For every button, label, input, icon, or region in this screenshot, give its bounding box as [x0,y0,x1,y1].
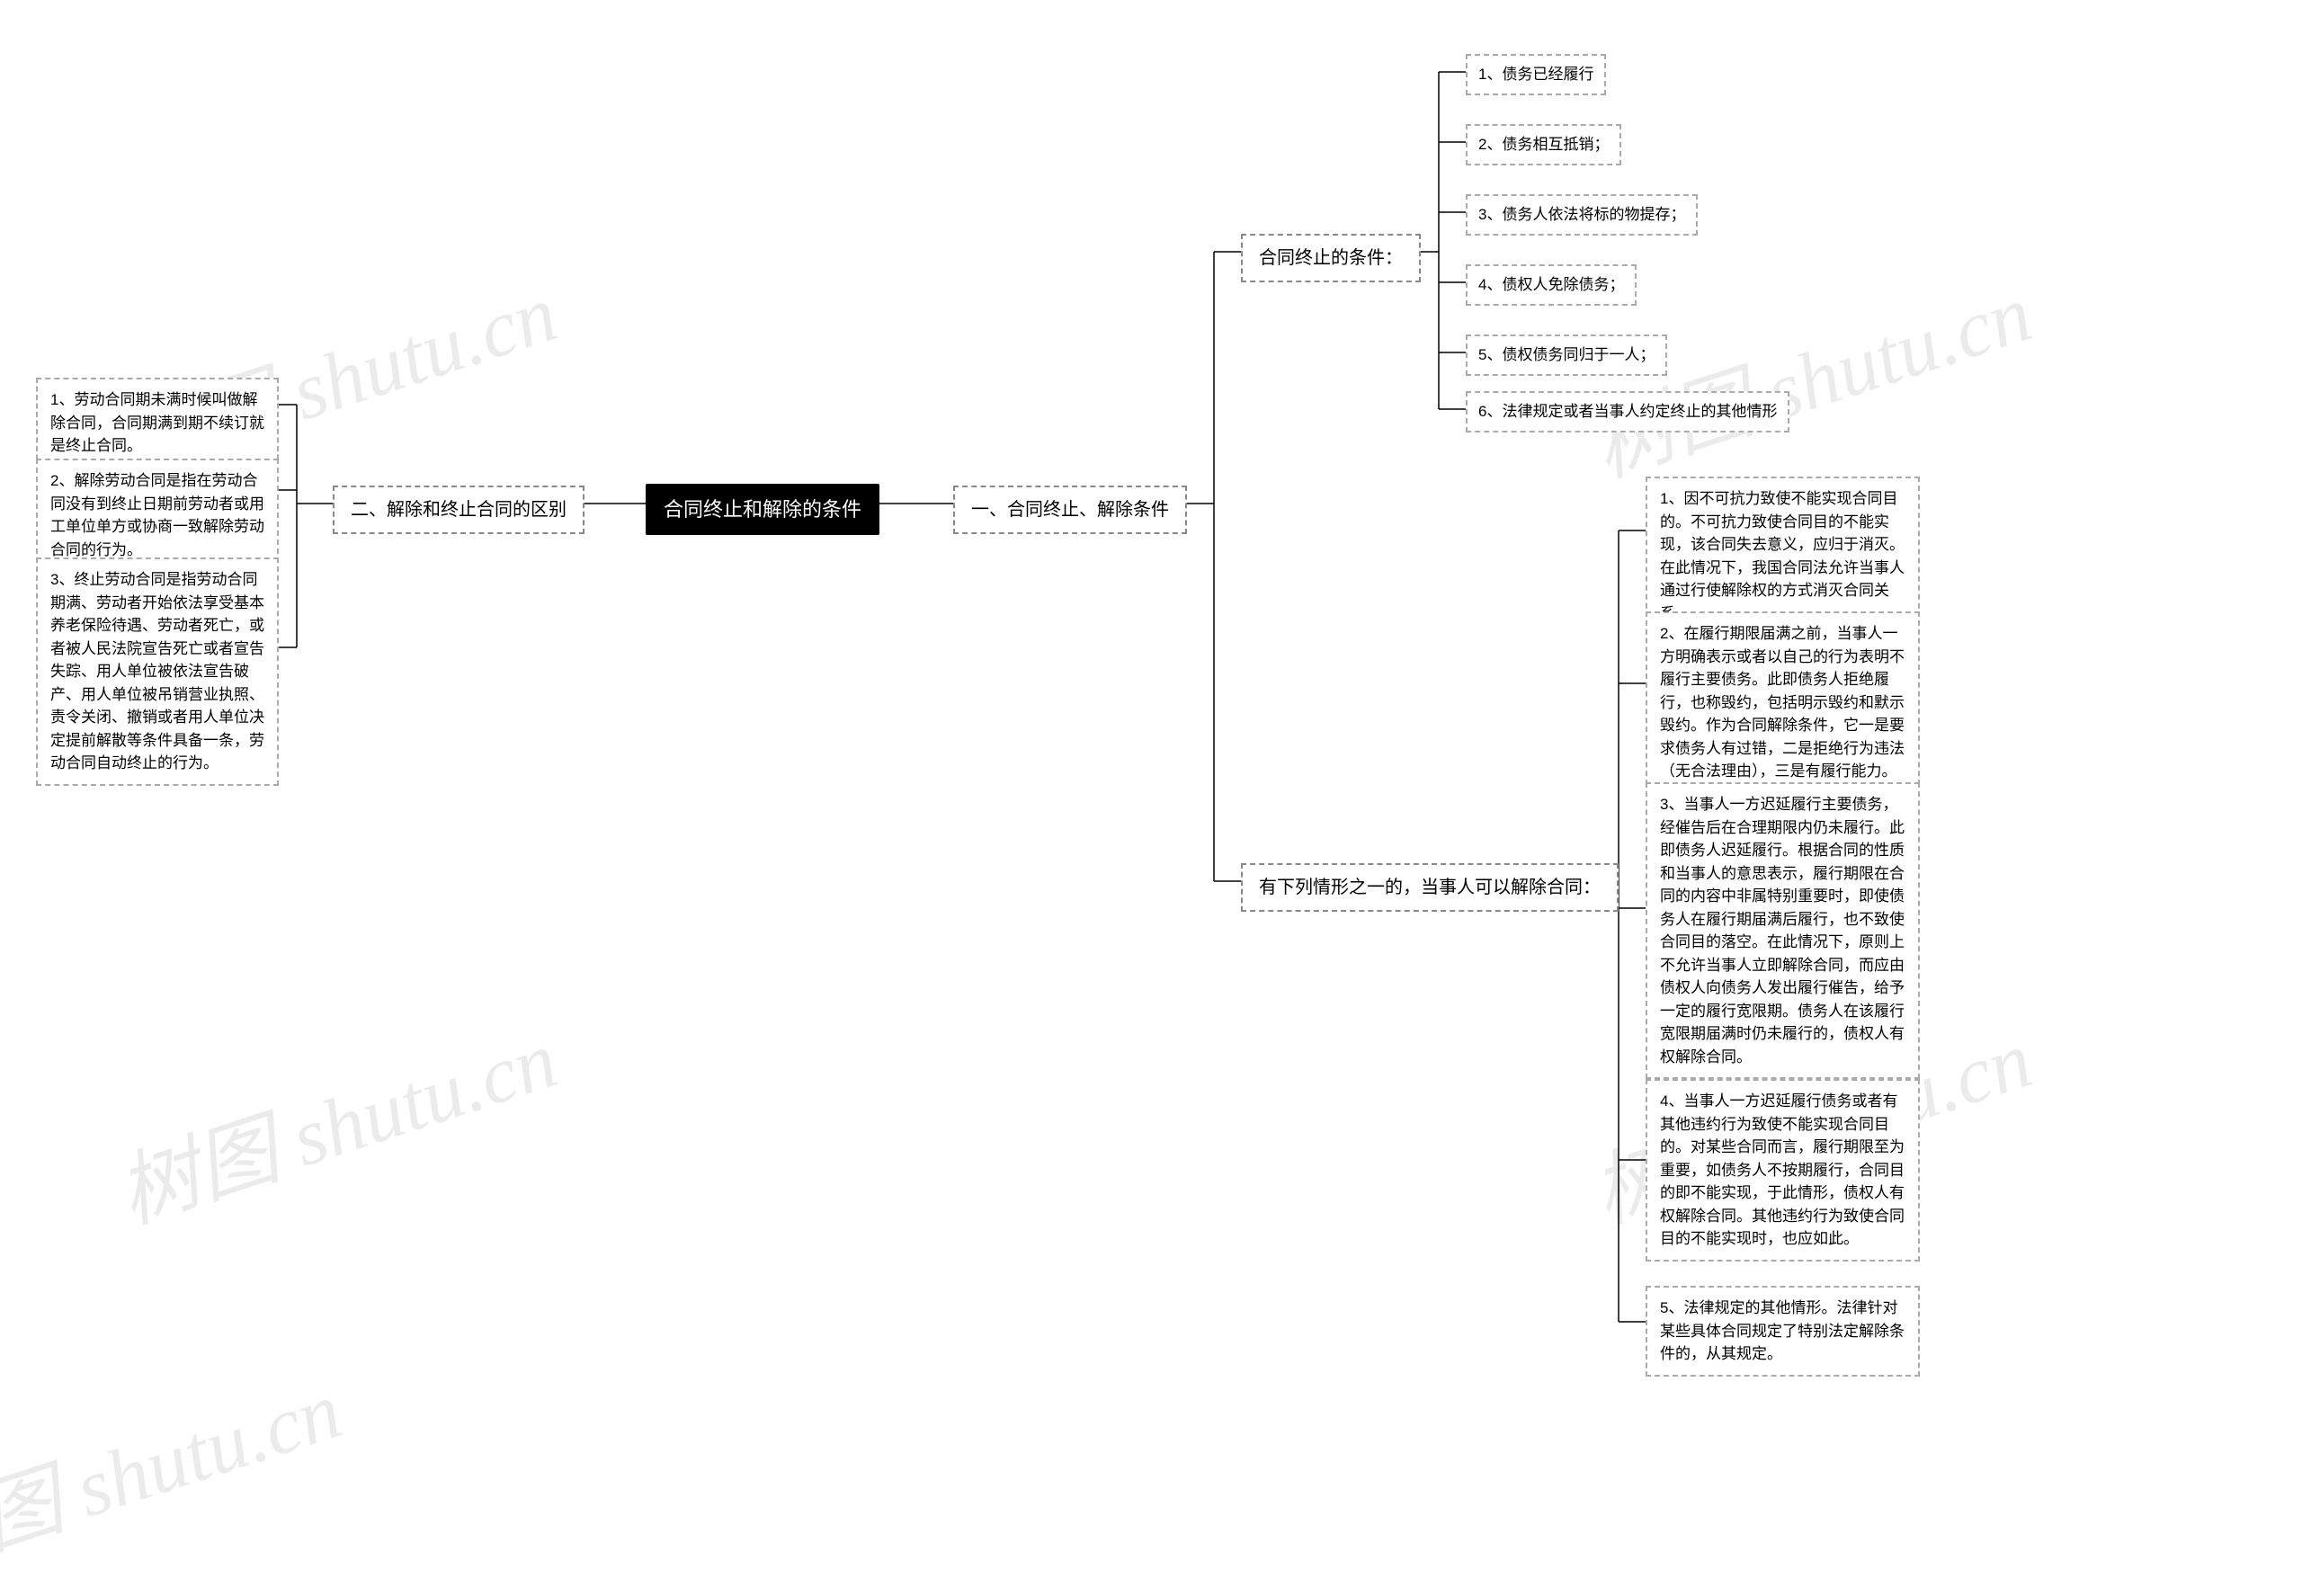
left-item-2[interactable]: 2、解除劳动合同是指在劳动合同没有到终止日期前劳动者或用工单位单方或协商一致解除… [36,459,279,572]
left-branch[interactable]: 二、解除和终止合同的区别 [333,486,584,534]
sub2-item-3[interactable]: 3、当事人一方迟延履行主要债务，经催告后在合理期限内仍未履行。此即债务人迟延履行… [1646,782,1920,1079]
sub1-item-5[interactable]: 5、债权债务同归于一人； [1466,334,1667,376]
sub1-item-2[interactable]: 2、债务相互抵销； [1466,124,1621,165]
sub1-item-6[interactable]: 6、法律规定或者当事人约定终止的其他情形 [1466,391,1789,432]
watermark: 树图 shutu.cn [0,1344,353,1596]
sub2-item-2[interactable]: 2、在履行期限届满之前，当事人一方明确表示或者以自己的行为表明不履行主要债务。此… [1646,611,1920,794]
sub1-item-1[interactable]: 1、债务已经履行 [1466,54,1606,95]
sub2-item-5[interactable]: 5、法律规定的其他情形。法律针对某些具体合同规定了特别法定解除条件的，从其规定。 [1646,1286,1920,1377]
sub1-item-4[interactable]: 4、债权人免除债务； [1466,264,1637,306]
left-item-3[interactable]: 3、终止劳动合同是指劳动合同期满、劳动者开始依法享受基本养老保险待遇、劳动者死亡… [36,557,279,786]
sub2-node[interactable]: 有下列情形之一的，当事人可以解除合同： [1241,863,1619,912]
sub1-node[interactable]: 合同终止的条件： [1241,234,1421,282]
sub1-item-3[interactable]: 3、债务人依法将标的物提存； [1466,194,1698,236]
right-branch[interactable]: 一、合同终止、解除条件 [953,486,1187,534]
sub2-item-4[interactable]: 4、当事人一方迟延履行债务或者有其他违约行为致使不能实现合同目的。对某些合同而言… [1646,1079,1920,1262]
connector-layer [0,0,2302,1513]
root-node[interactable]: 合同终止和解除的条件 [646,484,879,535]
watermark: 树图 shutu.cn [101,994,568,1245]
left-item-1[interactable]: 1、劳动合同期未满时候叫做解除合同，合同期满到期不续订就是终止合同。 [36,378,279,468]
